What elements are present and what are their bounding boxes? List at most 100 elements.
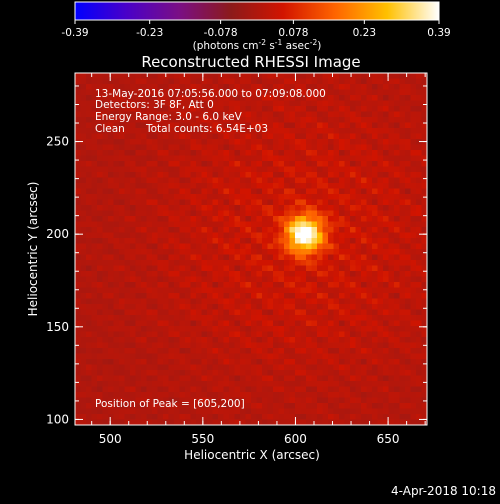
heatmap-cell: [262, 172, 269, 179]
heatmap-cell: [421, 106, 427, 113]
heatmap-cell: [273, 128, 280, 135]
heatmap-cell: [207, 144, 214, 151]
heatmap-cell: [399, 117, 406, 124]
heatmap-cell: [102, 100, 109, 107]
heatmap-cell: [108, 117, 115, 124]
heatmap-cell: [328, 117, 335, 124]
heatmap-cell: [405, 408, 412, 415]
heatmap-cell: [333, 188, 340, 195]
heatmap-cell: [410, 364, 417, 371]
heatmap-cell: [135, 238, 142, 245]
heatmap-cell: [102, 293, 109, 300]
heatmap-cell: [223, 188, 230, 195]
heatmap-cell: [416, 408, 423, 415]
heatmap-cell: [75, 364, 82, 371]
heatmap-cell: [130, 89, 137, 96]
heatmap-cell: [267, 287, 274, 294]
heatmap-cell: [80, 304, 87, 311]
heatmap-cell: [256, 139, 263, 146]
heatmap-cell: [152, 232, 159, 239]
heatmap-cell: [168, 342, 175, 349]
heatmap-cell: [234, 122, 241, 129]
heatmap-cell: [416, 419, 423, 425]
heatmap-cell: [212, 194, 219, 201]
heatmap-cell: [196, 155, 203, 162]
heatmap-cell: [377, 243, 384, 250]
heatmap-cell: [278, 392, 285, 399]
heatmap-cell: [262, 133, 269, 140]
heatmap-cell: [223, 370, 230, 377]
heatmap-cell: [251, 238, 258, 245]
heatmap-cell: [119, 188, 126, 195]
heatmap-cell: [86, 128, 93, 135]
heatmap-cell: [80, 89, 87, 96]
heatmap-cell: [179, 364, 186, 371]
heatmap-cell: [377, 216, 384, 223]
heatmap-cell: [201, 320, 208, 327]
heatmap-cell: [190, 331, 197, 338]
heatmap-cell: [190, 161, 197, 168]
heatmap-cell: [344, 205, 351, 212]
heatmap-cell: [174, 260, 181, 267]
heatmap-cell: [295, 254, 302, 261]
heatmap-cell: [185, 199, 192, 206]
heatmap-cell: [218, 304, 225, 311]
heatmap-cell: [130, 78, 137, 85]
heatmap-cell: [141, 78, 148, 85]
heatmap-cell: [295, 337, 302, 344]
heatmap-cell: [322, 392, 329, 399]
heatmap-cell: [245, 408, 252, 415]
heatmap-cell: [300, 304, 307, 311]
heatmap-cell: [146, 172, 153, 179]
heatmap-cell: [289, 304, 296, 311]
heatmap-cell: [284, 403, 291, 410]
heatmap-cell: [405, 271, 412, 278]
heatmap-cell: [229, 172, 236, 179]
heatmap-cell: [218, 243, 225, 250]
heatmap-cell: [146, 293, 153, 300]
heatmap-cell: [405, 326, 412, 333]
heatmap-cell: [146, 95, 153, 102]
heatmap-cell: [234, 370, 241, 377]
heatmap-cell: [201, 414, 208, 421]
heatmap-cell: [190, 150, 197, 157]
heatmap-cell: [212, 408, 219, 415]
heatmap-cell: [163, 188, 170, 195]
heatmap-cell: [421, 139, 427, 146]
heatmap-cell: [273, 183, 280, 190]
heatmap-cell: [130, 408, 137, 415]
heatmap-cell: [119, 221, 126, 228]
heatmap-cell: [218, 348, 225, 355]
heatmap-cell: [306, 177, 313, 184]
heatmap-cell: [267, 276, 274, 283]
heatmap-cell: [86, 133, 93, 140]
heatmap-cell: [207, 337, 214, 344]
heatmap-cell: [355, 293, 362, 300]
heatmap-cell: [207, 287, 214, 294]
heatmap-cell: [146, 210, 153, 217]
heatmap-cell: [212, 342, 219, 349]
heatmap-cell: [163, 221, 170, 228]
heatmap-cell: [240, 199, 247, 206]
heatmap-cell: [141, 210, 148, 217]
heatmap-cell: [284, 205, 291, 212]
heatmap-cell: [97, 381, 104, 388]
heatmap-cell: [245, 337, 252, 344]
x-tick-label: 500: [99, 432, 122, 446]
heatmap-cell: [256, 210, 263, 217]
heatmap-cell: [295, 111, 302, 118]
heatmap-cell: [91, 348, 98, 355]
heatmap-cell: [229, 194, 236, 201]
heatmap-cell: [152, 353, 159, 360]
heatmap-cell: [168, 249, 175, 256]
heatmap-cell: [339, 183, 346, 190]
heatmap-cell: [152, 166, 159, 173]
heatmap-cell: [311, 89, 318, 96]
heatmap-cell: [240, 254, 247, 261]
heatmap-cell: [124, 100, 131, 107]
heatmap-cell: [317, 381, 324, 388]
heatmap-cell: [388, 397, 395, 404]
heatmap-cell: [80, 232, 87, 239]
heatmap-cell: [372, 353, 379, 360]
heatmap-cell: [267, 117, 274, 124]
